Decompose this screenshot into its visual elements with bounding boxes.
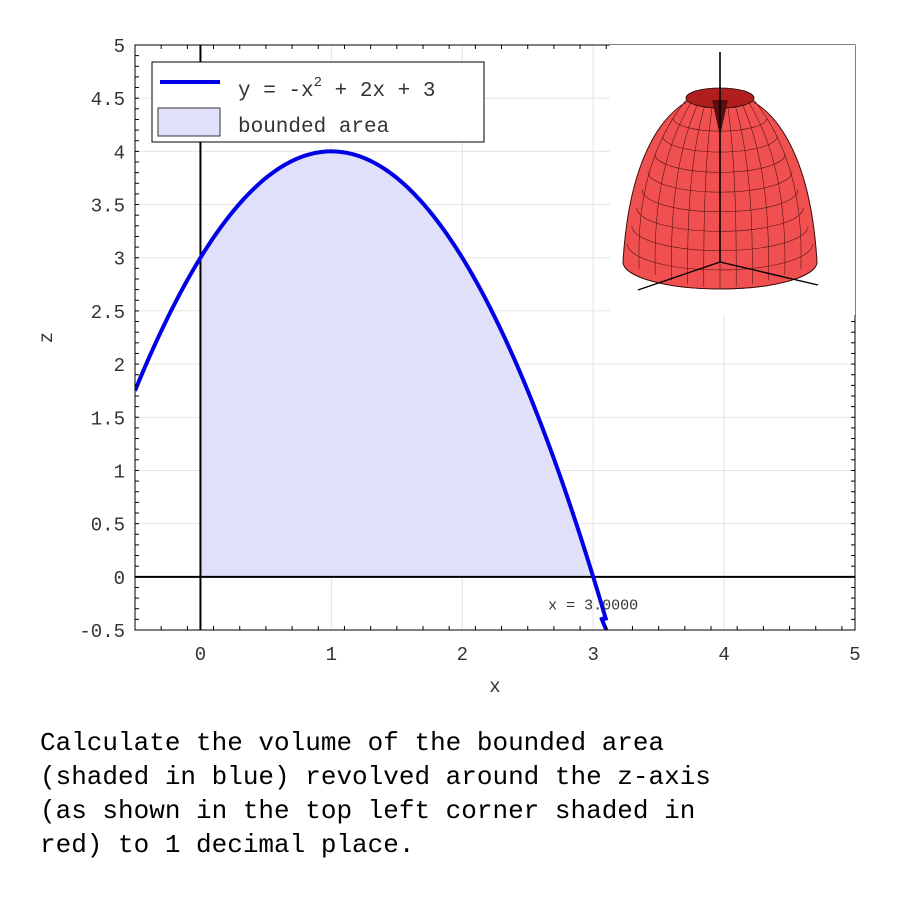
y-axis-label: z: [36, 332, 58, 343]
mesh-meridian: [745, 97, 786, 275]
mesh-meridian: [732, 97, 753, 285]
parabola-curve: [135, 149, 609, 621]
paraboloid-inset: [610, 45, 855, 315]
mesh-meridian: [687, 97, 708, 285]
mesh-meridian: [739, 97, 769, 281]
mesh-meridian: [703, 97, 714, 287]
mesh-meridian: [752, 97, 802, 269]
y-tick-label: 1: [114, 461, 125, 483]
legend-fill-swatch: [157, 107, 221, 137]
mesh-meridian: [726, 97, 737, 287]
x-tick-label: 2: [457, 644, 468, 666]
question-line-2: (shaded in blue) revolved around the z-a…: [40, 762, 711, 792]
x-axis-label: x: [489, 676, 500, 698]
question-line-3: (as shown in the top left corner shaded …: [40, 796, 696, 826]
x-tick-label: 4: [718, 644, 729, 666]
y-tick-label: 2.5: [91, 302, 125, 324]
x-tick-label: 5: [849, 644, 860, 666]
bounded-area: [200, 151, 594, 577]
chart-figure: 0 1 2 3 4 5 -0.5 0 0.5 1 1.5 2 2.5 3 3.5 4 4.5 5 x z x = 3.0…: [36, 36, 861, 698]
x-tick-label: 1: [326, 644, 337, 666]
y-tick-label: -0.5: [79, 621, 125, 643]
question-text: Calculate the volume of the bounded area…: [40, 726, 880, 862]
y-tick-label: 3.5: [91, 196, 125, 218]
mesh-meridian: [638, 97, 688, 269]
y-tick-label: 4: [114, 142, 125, 164]
mesh-latitude: [626, 243, 814, 271]
y-tick-label: 2: [114, 355, 125, 377]
y-tick-label: 0: [114, 568, 125, 590]
y-tick-label: 5: [114, 36, 125, 58]
plot-frame: [134, 44, 856, 631]
parabola-tail: [599, 616, 609, 630]
legend-label-area: bounded area: [238, 116, 389, 139]
y-tick-label: 4.5: [91, 89, 125, 111]
root-annotation: x = 3.0000: [548, 597, 638, 614]
x-tick-label: 3: [587, 644, 598, 666]
legend-label-curve: y = -x2 + 2x + 3: [238, 75, 435, 103]
y-tick-label: 0.5: [91, 515, 125, 537]
question-line-4: red) to 1 decimal place.: [40, 830, 415, 860]
inset-x-axis: [637, 261, 721, 291]
legend: y = -x2 + 2x + 3 bounded area: [151, 61, 485, 143]
y-tick-label: 3: [114, 249, 125, 271]
mesh-meridian: [671, 97, 701, 281]
question-line-1: Calculate the volume of the bounded area: [40, 728, 665, 758]
y-tick-label: 1.5: [91, 408, 125, 430]
x-tick-label: 0: [195, 644, 206, 666]
mesh-meridian: [654, 97, 695, 275]
inset-y-axis: [719, 261, 819, 286]
